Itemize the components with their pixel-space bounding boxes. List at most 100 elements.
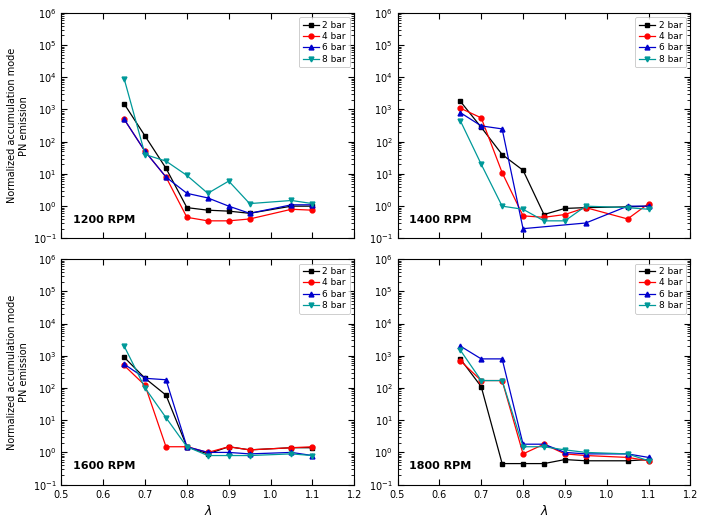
8 bar	[560, 447, 569, 453]
6 bar	[582, 451, 590, 457]
6 bar	[141, 375, 149, 382]
X-axis label: λ: λ	[204, 505, 212, 518]
6 bar	[224, 203, 233, 209]
4 bar	[308, 444, 317, 450]
8 bar	[224, 453, 233, 459]
2 bar	[456, 98, 465, 104]
8 bar	[120, 76, 128, 82]
2 bar	[204, 451, 212, 457]
6 bar	[183, 444, 191, 450]
8 bar	[308, 201, 317, 207]
4 bar	[224, 218, 233, 224]
4 bar	[120, 362, 128, 369]
Line: 6 bar: 6 bar	[458, 110, 651, 231]
Line: 6 bar: 6 bar	[122, 362, 315, 458]
Line: 6 bar: 6 bar	[122, 117, 315, 216]
6 bar	[540, 441, 548, 447]
6 bar	[120, 361, 128, 368]
6 bar	[224, 449, 233, 456]
Line: 2 bar: 2 bar	[458, 99, 651, 217]
8 bar	[245, 201, 254, 207]
6 bar	[204, 449, 212, 456]
6 bar	[623, 451, 632, 457]
6 bar	[245, 210, 254, 216]
6 bar	[582, 220, 590, 226]
Legend: 2 bar, 4 bar, 6 bar, 8 bar: 2 bar, 4 bar, 6 bar, 8 bar	[299, 17, 350, 67]
Line: 2 bar: 2 bar	[458, 356, 651, 466]
4 bar	[183, 444, 191, 450]
6 bar	[498, 126, 506, 132]
2 bar	[540, 212, 548, 218]
8 bar	[519, 206, 527, 213]
Line: 4 bar: 4 bar	[122, 117, 315, 223]
4 bar	[308, 207, 317, 213]
6 bar	[308, 453, 317, 459]
Line: 8 bar: 8 bar	[122, 344, 315, 458]
Text: 1600 RPM: 1600 RPM	[73, 461, 135, 471]
4 bar	[560, 212, 569, 218]
2 bar	[519, 460, 527, 467]
6 bar	[560, 449, 569, 456]
4 bar	[224, 444, 233, 450]
2 bar	[582, 458, 590, 464]
6 bar	[498, 356, 506, 362]
8 bar	[477, 161, 486, 167]
8 bar	[540, 218, 548, 224]
8 bar	[287, 451, 295, 457]
8 bar	[204, 453, 212, 459]
6 bar	[519, 226, 527, 232]
4 bar	[245, 216, 254, 222]
4 bar	[519, 451, 527, 457]
8 bar	[183, 444, 191, 450]
6 bar	[183, 190, 191, 196]
Text: 1800 RPM: 1800 RPM	[410, 461, 472, 471]
6 bar	[623, 203, 632, 209]
2 bar	[141, 375, 149, 382]
4 bar	[141, 148, 149, 154]
6 bar	[245, 451, 254, 457]
2 bar	[287, 203, 295, 209]
4 bar	[141, 382, 149, 388]
6 bar	[141, 148, 149, 154]
2 bar	[560, 205, 569, 212]
Line: 2 bar: 2 bar	[122, 355, 315, 456]
8 bar	[287, 197, 295, 204]
6 bar	[644, 454, 653, 460]
4 bar	[644, 458, 653, 464]
2 bar	[245, 447, 254, 453]
8 bar	[141, 385, 149, 391]
2 bar	[308, 445, 317, 451]
4 bar	[204, 449, 212, 456]
2 bar	[161, 165, 170, 171]
6 bar	[456, 343, 465, 349]
2 bar	[540, 460, 548, 467]
2 bar	[582, 204, 590, 211]
Text: 1200 RPM: 1200 RPM	[73, 215, 135, 225]
4 bar	[644, 201, 653, 207]
2 bar	[498, 151, 506, 158]
6 bar	[456, 110, 465, 116]
2 bar	[623, 204, 632, 210]
Line: 2 bar: 2 bar	[122, 101, 315, 216]
2 bar	[519, 167, 527, 173]
Line: 8 bar: 8 bar	[458, 118, 651, 223]
Line: 4 bar: 4 bar	[122, 363, 315, 455]
2 bar	[644, 456, 653, 463]
6 bar	[287, 202, 295, 208]
8 bar	[456, 118, 465, 124]
6 bar	[287, 449, 295, 456]
X-axis label: λ: λ	[540, 505, 548, 518]
4 bar	[161, 174, 170, 180]
6 bar	[519, 441, 527, 447]
2 bar	[224, 208, 233, 214]
4 bar	[161, 444, 170, 450]
4 bar	[623, 216, 632, 222]
8 bar	[161, 158, 170, 164]
Legend: 2 bar, 4 bar, 6 bar, 8 bar: 2 bar, 4 bar, 6 bar, 8 bar	[635, 17, 686, 67]
8 bar	[540, 444, 548, 450]
4 bar	[540, 441, 548, 447]
6 bar	[477, 123, 486, 129]
4 bar	[477, 115, 486, 121]
4 bar	[498, 170, 506, 176]
2 bar	[120, 354, 128, 360]
